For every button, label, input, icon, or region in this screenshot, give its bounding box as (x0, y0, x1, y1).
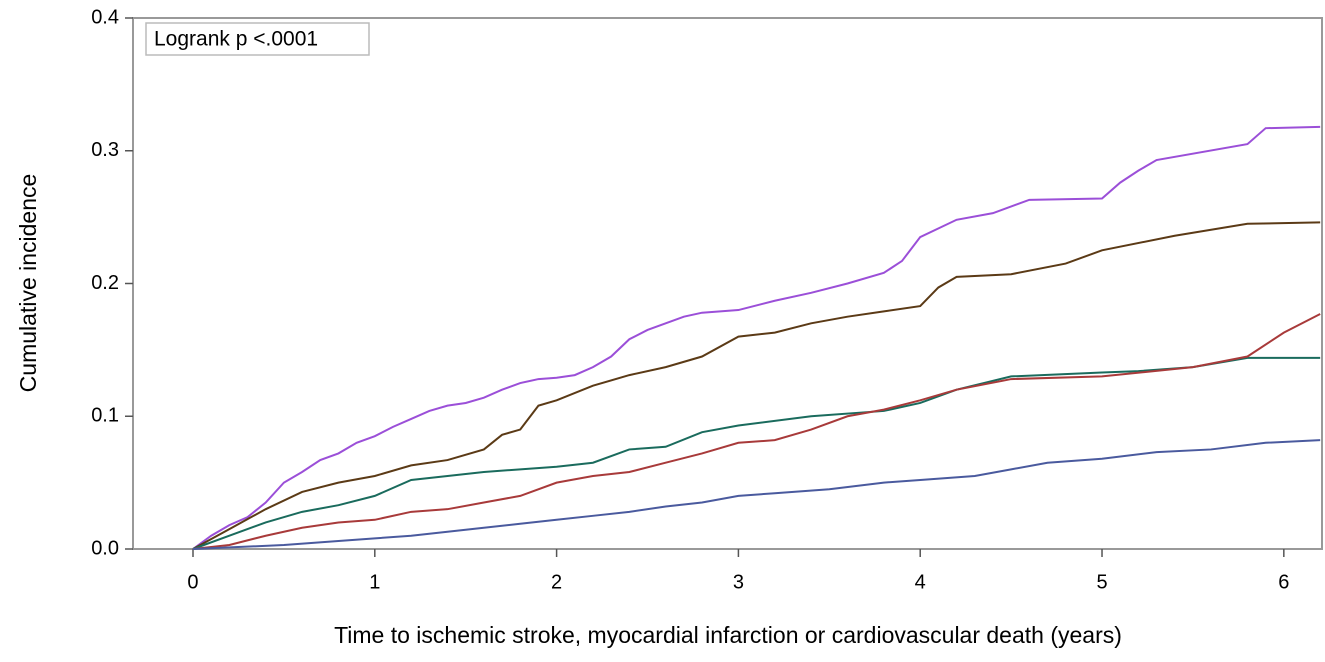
series-line (192, 221, 1321, 550)
x-tick-label: 6 (1278, 571, 1289, 593)
x-tick-label: 5 (1096, 571, 1107, 593)
y-tick-label: 0.3 (91, 139, 119, 161)
y-tick-label: 0.2 (91, 272, 119, 294)
annotation: Logrank p <.0001 (154, 28, 318, 51)
y-tick-label: 0.1 (91, 405, 119, 427)
plot-frame (132, 17, 1323, 550)
y-tick-label: 0.4 (91, 6, 119, 28)
series-line (192, 125, 1321, 550)
x-tick-label: 1 (369, 571, 380, 593)
y-axis-label: Cumulative incidence (15, 174, 41, 393)
x-tick-label: 4 (915, 571, 926, 593)
y-tick-label: 0.0 (91, 537, 119, 559)
x-axis-label: Time to ischemic stroke, myocardial infa… (334, 622, 1122, 648)
series-line (192, 313, 1321, 550)
series-line (192, 439, 1321, 550)
x-tick-label: 2 (551, 571, 562, 593)
x-tick-label: 0 (187, 571, 198, 593)
series-line (192, 356, 1321, 550)
x-tick-label: 3 (733, 571, 744, 593)
annotation-box (145, 22, 370, 56)
